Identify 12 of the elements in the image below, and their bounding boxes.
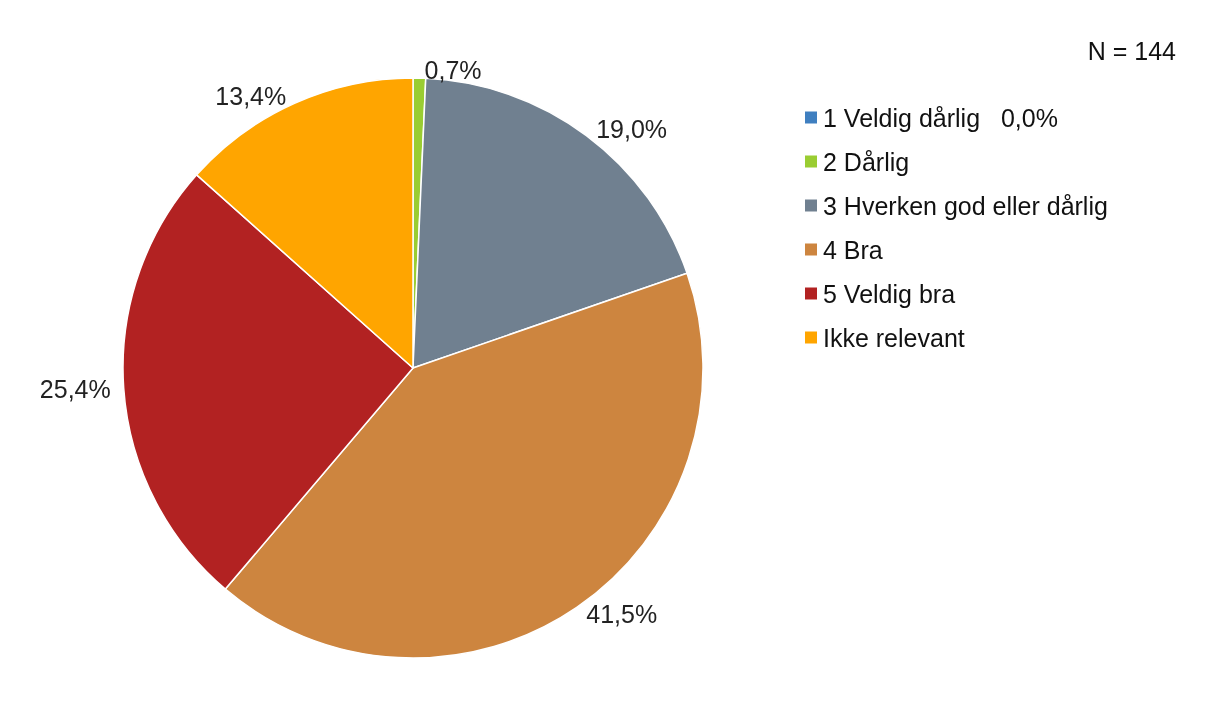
legend-label: 3 Hverken god eller dårlig	[823, 191, 1108, 220]
data-label: 41,5%	[586, 599, 658, 628]
legend-label: 2 Dårlig	[823, 147, 910, 176]
legend-label: Ikke relevant	[823, 323, 965, 352]
data-label: 13,4%	[215, 82, 287, 111]
legend-label: 4 Bra	[823, 235, 883, 264]
data-label: 0,7%	[424, 56, 482, 85]
data-label: 19,0%	[596, 115, 668, 144]
data-label: 25,4%	[39, 374, 111, 403]
legend-label: 1 Veldig dårlig 0,0%	[823, 103, 1058, 132]
legend-label: 5 Veldig bra	[823, 279, 956, 308]
text: N = 144	[1087, 36, 1177, 65]
